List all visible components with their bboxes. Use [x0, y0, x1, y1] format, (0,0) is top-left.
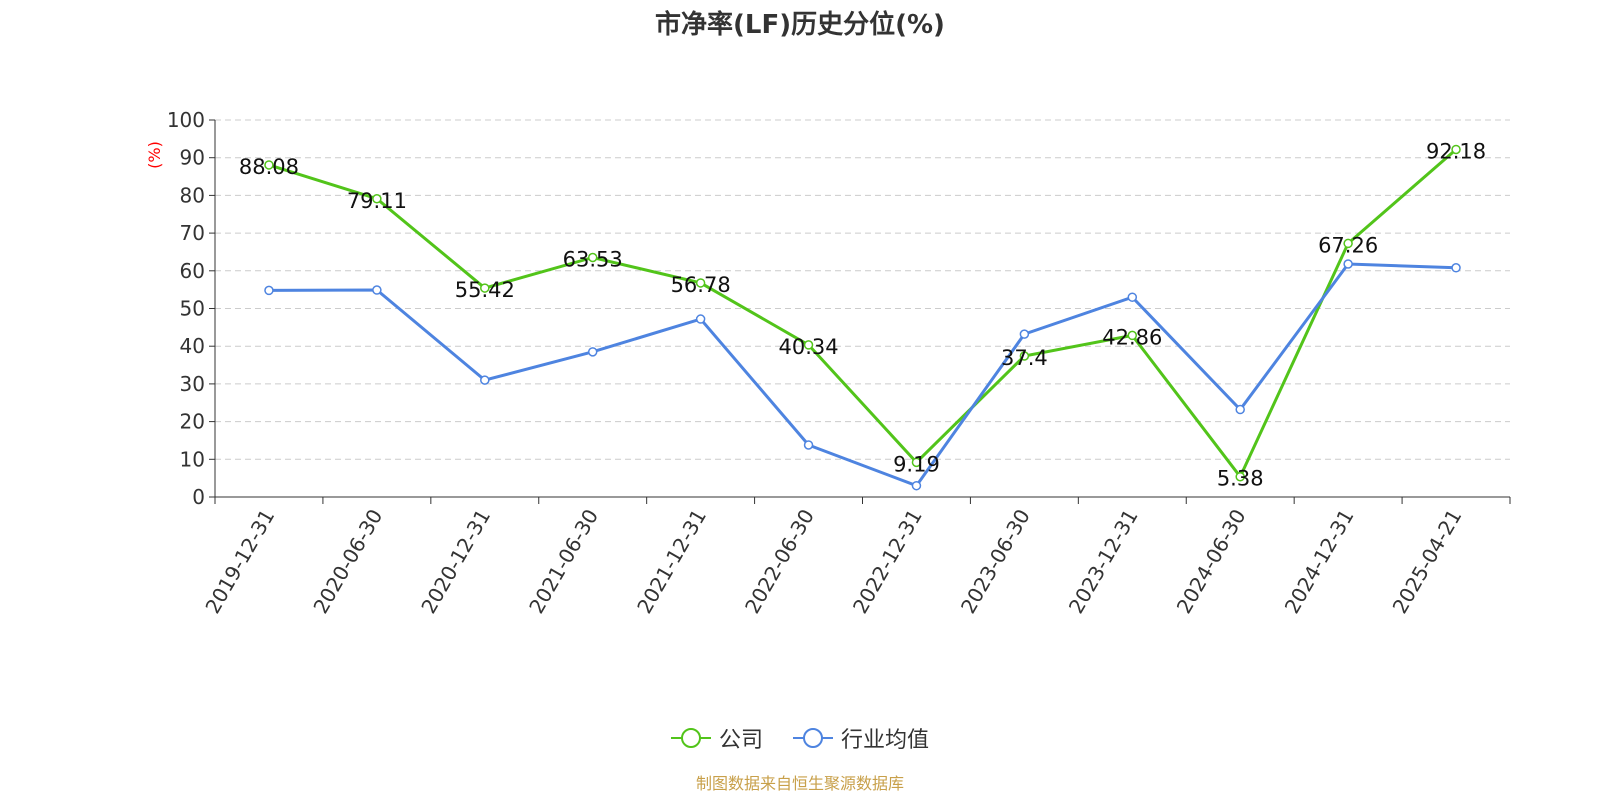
legend-item-industry[interactable]: 行业均值	[793, 722, 929, 754]
y-tick-label: 100	[167, 108, 205, 132]
x-tick-label: 2025-04-21	[1388, 505, 1467, 618]
y-axis-label: (%)	[145, 141, 164, 169]
x-tick-label: 2023-06-30	[956, 505, 1035, 618]
data-point	[372, 194, 382, 204]
y-tick-label: 80	[180, 183, 205, 207]
data-label: 40.34	[778, 335, 838, 359]
series-lines	[264, 144, 1461, 491]
data-label: 9.19	[893, 452, 940, 476]
legend-label-company: 公司	[718, 728, 763, 753]
axes: 0 10 20 30 40 50 60 70 80 90 100 2019-12-31 2020-06-…	[167, 108, 1511, 618]
data-point	[264, 285, 274, 296]
y-tick-label: 50	[180, 297, 205, 321]
data-point	[372, 285, 382, 295]
data-label: 56.78	[671, 273, 731, 297]
data-label: 37.4	[1001, 346, 1048, 370]
data-point	[1019, 351, 1030, 361]
source-note: 制图数据来自恒生聚源数据库	[695, 774, 904, 793]
data-point	[1235, 471, 1245, 482]
data-point	[803, 340, 814, 350]
data-point	[1019, 329, 1030, 339]
y-tick-label: 40	[180, 334, 205, 358]
y-tick-label: 60	[180, 259, 205, 283]
x-tick-label: 2022-06-30	[740, 505, 819, 618]
y-tick-label: 30	[180, 372, 205, 396]
data-point	[695, 278, 706, 288]
data-point	[695, 314, 706, 324]
legend-marker-company-icon	[670, 728, 711, 748]
legend-label-industry: 行业均值	[841, 728, 930, 753]
data-point	[803, 440, 814, 450]
data-label: 79.11	[347, 189, 407, 213]
y-tick-label: 70	[180, 221, 205, 245]
y-tick-label: 10	[180, 447, 205, 471]
series-line-0	[268, 148, 1458, 480]
x-tick-label: 2022-12-31	[848, 505, 927, 618]
data-point	[911, 480, 922, 491]
y-tick-label: 0	[192, 485, 205, 509]
data-point	[911, 457, 922, 468]
legend-item-company[interactable]: 公司	[670, 722, 763, 754]
data-point	[480, 375, 490, 385]
data-point	[1127, 292, 1138, 302]
x-tick-label: 2023-12-31	[1064, 505, 1143, 618]
y-tick-label: 20	[180, 410, 205, 434]
y-tick-label: 90	[180, 146, 205, 170]
x-tick-label: 2021-12-31	[632, 505, 711, 618]
data-label: 92.18	[1426, 139, 1486, 163]
data-point	[587, 252, 598, 263]
data-point	[1235, 404, 1245, 415]
data-label: 88.08	[239, 155, 299, 179]
legend: 公司 行业均值	[0, 722, 1600, 754]
data-point	[1451, 144, 1461, 155]
data-point	[1343, 238, 1353, 249]
legend-marker-industry-icon	[793, 728, 833, 748]
data-point	[1451, 263, 1461, 273]
data-point	[587, 347, 598, 357]
x-tick-label: 2021-06-30	[524, 505, 603, 618]
x-tick-label: 2024-12-31	[1280, 505, 1359, 618]
chart-title: 市净率(LF)历史分位(%)	[655, 10, 945, 40]
x-tick-label: 2020-06-30	[308, 505, 387, 618]
data-label: 63.53	[563, 247, 623, 271]
data-point	[264, 160, 274, 170]
x-tick-label: 2024-06-30	[1172, 505, 1251, 618]
data-point	[1343, 259, 1353, 269]
series-line-1	[268, 262, 1457, 488]
data-point	[1127, 330, 1138, 341]
data-label: 55.42	[455, 278, 515, 302]
grid-lines	[215, 119, 1510, 460]
x-tick-label: 2020-12-31	[416, 505, 495, 618]
data-point	[480, 283, 490, 293]
data-labels: 88.08 79.11 55.42 63.53 56.78 40.34 9.19 37.4 42…	[239, 139, 1486, 490]
x-tick-label: 2019-12-31	[200, 505, 279, 618]
data-label: 42.86	[1102, 325, 1162, 349]
data-label: 67.26	[1318, 233, 1378, 257]
data-label: 5.38	[1217, 467, 1264, 491]
